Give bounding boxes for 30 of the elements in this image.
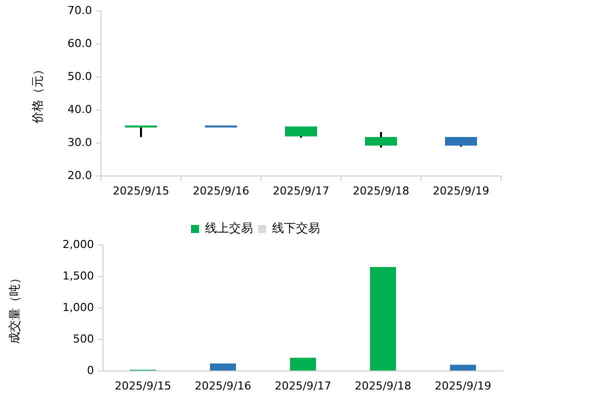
candlestick bbox=[125, 126, 157, 138]
x-tick-label: 2025/9/16 bbox=[194, 379, 252, 392]
y-tick-label: 500 bbox=[73, 332, 94, 346]
x-tick-label: 2025/9/19 bbox=[432, 184, 490, 198]
bar bbox=[210, 363, 236, 370]
y-tick-label: 0 bbox=[87, 364, 94, 377]
y-tick-label: 60.0 bbox=[68, 36, 92, 50]
x-tick-label: 2025/9/16 bbox=[192, 184, 250, 198]
y-tick-label: 30.0 bbox=[68, 136, 92, 149]
bar bbox=[370, 267, 396, 370]
bar bbox=[290, 358, 316, 370]
y-axis-title: 价格（元） bbox=[30, 64, 44, 124]
legend-label: 线上交易 bbox=[205, 221, 253, 236]
x-tick-label: 2025/9/17 bbox=[272, 184, 330, 198]
y-tick-label: 1,000 bbox=[62, 300, 94, 314]
legend-label: 线下交易 bbox=[272, 221, 320, 236]
x-tick-label: 2025/9/19 bbox=[434, 379, 492, 392]
y-tick-label: 50.0 bbox=[68, 70, 92, 83]
x-tick-label: 2025/9/18 bbox=[352, 184, 410, 198]
y-tick-label: 40.0 bbox=[68, 102, 92, 116]
x-tick-label: 2025/9/17 bbox=[274, 379, 332, 392]
y-tick-label: 70.0 bbox=[68, 4, 92, 17]
bar bbox=[450, 364, 476, 370]
y-tick-label: 1,500 bbox=[62, 269, 94, 282]
x-tick-label: 2025/9/15 bbox=[112, 184, 170, 198]
y-tick-label: 2,000 bbox=[62, 238, 94, 251]
y-axis-title: 成交量（吨） bbox=[7, 272, 22, 344]
x-tick-label: 2025/9/15 bbox=[114, 379, 172, 392]
x-tick-label: 2025/9/18 bbox=[354, 379, 412, 392]
y-tick-label: 20.0 bbox=[68, 168, 92, 182]
